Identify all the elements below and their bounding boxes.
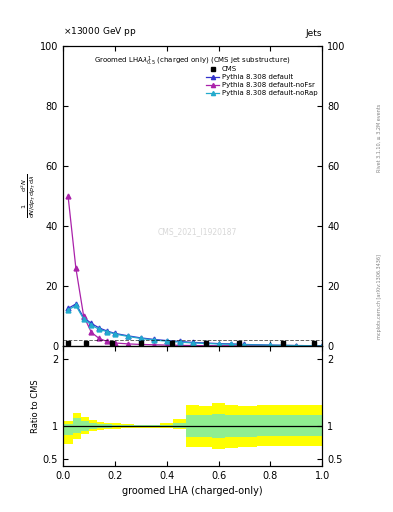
Y-axis label: $\frac{1}{\mathrm{d}N/\mathrm{d}p_T}\frac{\mathrm{d}^2N}{\mathrm{d}p_T\,\mathrm{: $\frac{1}{\mathrm{d}N/\mathrm{d}p_T}\fra…: [20, 174, 38, 218]
X-axis label: groomed LHA (charged-only): groomed LHA (charged-only): [122, 486, 263, 496]
Y-axis label: Ratio to CMS: Ratio to CMS: [31, 379, 40, 433]
Text: $\times$13000 GeV pp: $\times$13000 GeV pp: [63, 26, 136, 38]
Legend: CMS, Pythia 8.308 default, Pythia 8.308 default-noFsr, Pythia 8.308 default-noRa: CMS, Pythia 8.308 default, Pythia 8.308 …: [205, 65, 319, 98]
Text: CMS_2021_I1920187: CMS_2021_I1920187: [158, 227, 237, 237]
Text: Jets: Jets: [306, 29, 322, 38]
Text: Groomed LHA$\lambda^{1}_{0.5}$ (charged only) (CMS jet substructure): Groomed LHA$\lambda^{1}_{0.5}$ (charged …: [94, 55, 291, 69]
Text: Rivet 3.1.10, ≥ 3.2M events: Rivet 3.1.10, ≥ 3.2M events: [377, 104, 382, 173]
Text: mcplots.cern.ch [arXiv:1306.3436]: mcplots.cern.ch [arXiv:1306.3436]: [377, 254, 382, 339]
